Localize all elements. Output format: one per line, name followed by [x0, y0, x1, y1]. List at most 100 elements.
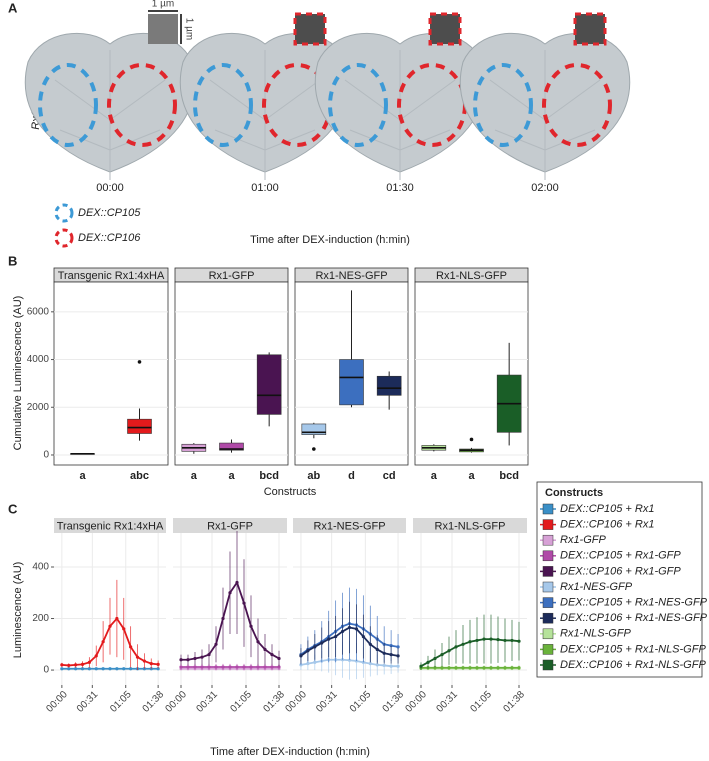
facet-title: Rx1-GFP	[209, 270, 255, 282]
point	[382, 651, 386, 655]
legend-key	[54, 203, 74, 223]
point	[214, 642, 218, 646]
point	[306, 649, 310, 653]
legend-label: DEX::CP106 + Rx1-NES-GFP	[560, 612, 708, 624]
x-tick-label: 01:38	[262, 689, 288, 715]
point	[510, 638, 514, 643]
point	[468, 640, 472, 644]
point	[389, 653, 393, 657]
point	[142, 667, 146, 671]
point	[496, 666, 500, 670]
point	[94, 667, 98, 671]
y-axis-title: Luminescence (AU)	[12, 562, 24, 659]
facet-title: Transgenic Rx1:4xHA	[58, 270, 165, 282]
facet-title: Rx1-NLS-GFP	[435, 520, 506, 532]
x-tick-label: 01:05	[469, 689, 495, 715]
point	[447, 649, 451, 653]
point	[340, 629, 345, 634]
point	[454, 666, 458, 670]
legend-label: DEX::CP105 + Rx1-GFP	[560, 550, 681, 562]
point	[426, 660, 430, 664]
point	[306, 662, 310, 666]
infiltration-zone	[473, 63, 533, 147]
point	[101, 667, 105, 671]
point	[122, 627, 126, 631]
point	[389, 664, 393, 668]
point	[186, 665, 190, 669]
x-tick-label: 00:00	[283, 689, 309, 715]
y-tick-label: 6000	[27, 306, 50, 317]
point	[149, 667, 153, 671]
y-tick-label: 0	[43, 450, 49, 461]
point	[482, 637, 486, 641]
point	[327, 637, 331, 641]
point	[468, 666, 472, 670]
group-letter: d	[348, 470, 355, 482]
point	[517, 639, 521, 643]
point	[193, 665, 197, 669]
plot-area	[53, 281, 169, 466]
legend-label: DEX::CP106	[78, 232, 141, 244]
point	[228, 591, 232, 595]
point	[179, 658, 183, 662]
facet-title: Rx1-NLS-GFP	[436, 270, 507, 282]
point	[74, 663, 78, 667]
point	[249, 665, 253, 669]
point	[129, 667, 133, 671]
point	[375, 647, 379, 652]
point	[108, 624, 112, 628]
facet-strip	[54, 518, 166, 533]
legend-key	[542, 628, 554, 640]
legend-key	[542, 597, 554, 608]
x-tick-label: 01:38	[381, 689, 407, 715]
legend-label: DEX::CP105 + Rx1	[560, 503, 654, 515]
point	[263, 665, 267, 669]
outlier	[469, 437, 474, 442]
x-tick-label: 00:31	[314, 689, 340, 715]
box	[339, 359, 364, 406]
point	[503, 638, 507, 643]
point	[440, 653, 444, 657]
legend-key	[542, 503, 554, 515]
legend-label: DEX::CP106 + Rx1-NLS-GFP	[560, 659, 706, 671]
point	[447, 666, 451, 670]
y-tick-label: 200	[32, 613, 49, 624]
x-tick-label: 00:31	[435, 689, 461, 715]
group-letter: bcd	[499, 470, 519, 482]
legend-key	[542, 581, 554, 593]
point	[193, 656, 197, 661]
time-label: 00:00	[96, 182, 124, 194]
point	[94, 654, 98, 658]
point	[461, 642, 465, 646]
group-letter: a	[191, 470, 198, 482]
point	[368, 642, 372, 646]
point	[242, 665, 246, 669]
y-tick-label: 400	[32, 562, 49, 573]
box	[301, 423, 327, 435]
point	[361, 660, 365, 664]
x-tick-label: 00:31	[75, 689, 101, 715]
panel-label: A	[8, 0, 18, 15]
facet-title: Rx1-NES-GFP	[313, 520, 385, 532]
infiltration-zone	[542, 63, 612, 147]
time-label: 01:00	[251, 182, 279, 194]
point	[108, 667, 112, 671]
x-axis-title: Time after DEX-induction (h:min)	[210, 746, 370, 758]
point	[347, 625, 352, 630]
scale-label: 1 µm	[183, 18, 194, 40]
point	[396, 654, 400, 658]
legend-label: Rx1-NES-GFP	[560, 581, 633, 593]
time-label: 02:00	[531, 182, 559, 194]
point	[221, 616, 225, 621]
time-label: 01:30	[386, 182, 414, 194]
box	[376, 375, 402, 396]
point	[433, 666, 437, 670]
group-letter: cd	[383, 470, 396, 482]
legend-key	[542, 612, 554, 624]
facet-strip	[413, 518, 527, 533]
point	[382, 663, 386, 668]
point	[482, 666, 486, 670]
x-tick-label: 01:38	[502, 689, 528, 715]
x-axis-title: Constructs	[264, 486, 317, 498]
